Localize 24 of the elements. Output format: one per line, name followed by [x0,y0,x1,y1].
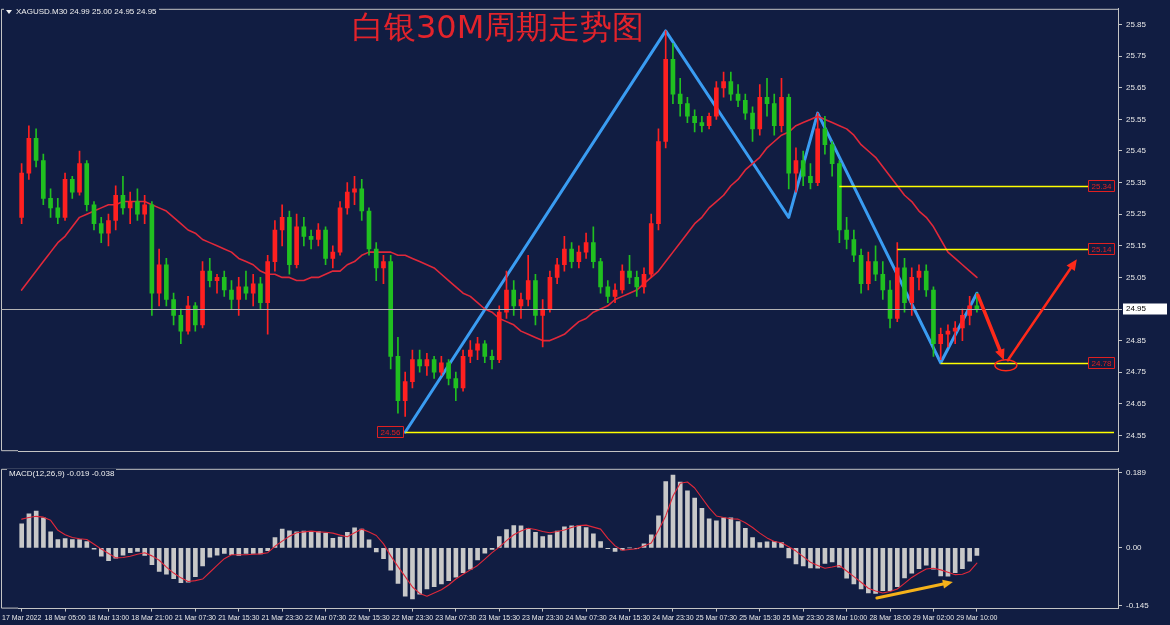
y-tick-label: 25.85 [1126,19,1147,29]
y-tick-label: 24.95 [1126,304,1147,314]
y-tick-label: 25.15 [1126,241,1147,250]
y-tick-label: 25.45 [1126,146,1147,156]
chart-subtitle: XAGUSD.M30 24.99 25.00 24.95 24.95 [16,7,157,17]
y-tick-label: 25.65 [1126,83,1147,92]
y-tick-label: 25.55 [1126,114,1147,124]
y-tick-label: 0.189 [1126,467,1147,477]
y-tick-label: -0.145 [1126,601,1150,611]
y-tick-label: 25.05 [1126,272,1147,282]
y-tick-label: 24.75 [1126,367,1147,377]
chart-title: MACD(12,26,9) -0.019 -0.038 [7,469,117,479]
ref-line-label: 24.56 [380,428,402,438]
y-tick-label: 24.55 [1126,430,1147,440]
ref-line-label: 25.34 [1091,182,1113,192]
y-tick-label: 25.75 [1126,51,1147,61]
y-tick-label: 25.25 [1126,209,1147,219]
y-tick-label: 0.00 [1126,543,1143,553]
y-tick-label: 25.35 [1126,177,1147,187]
ref-line-label: 24.78 [1091,359,1113,369]
y-tick-label: 24.85 [1126,335,1147,345]
chart-title: 白银30M周期走势图 [352,8,645,46]
y-tick-label: 24.65 [1126,399,1147,408]
ref-line-label: 25.14 [1091,245,1113,255]
